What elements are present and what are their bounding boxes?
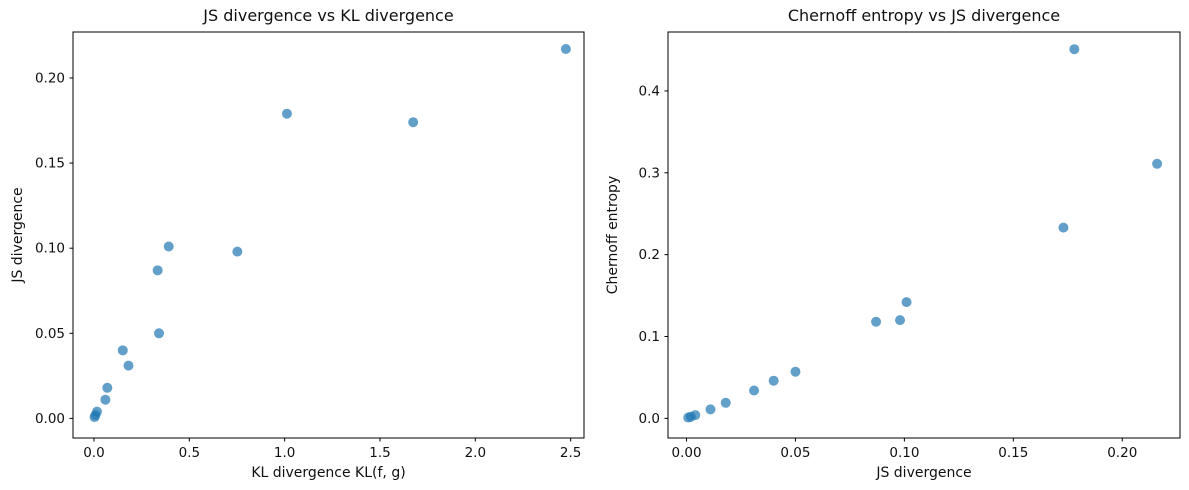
x-tick-label: 0.05 — [780, 445, 810, 461]
data-point — [123, 360, 134, 371]
x-tick-label: 2.0 — [465, 445, 486, 461]
right-xaxis-label: JS divergence — [875, 465, 971, 481]
x-tick-label: 0.10 — [889, 445, 919, 461]
data-point — [163, 241, 174, 252]
right-axes-frame — [667, 31, 1181, 439]
data-point — [408, 117, 419, 128]
left-axes-frame — [72, 31, 585, 439]
data-point — [100, 394, 111, 405]
y-tick-label: 0.3 — [639, 165, 660, 181]
right-scatter-points — [683, 44, 1163, 423]
y-tick-label: 0.20 — [35, 70, 65, 86]
x-tick-label: 0.00 — [671, 445, 701, 461]
data-point — [749, 385, 760, 396]
x-tick-label: 1.0 — [274, 445, 295, 461]
right-xaxis-ticks: 0.00 0.05 0.10 0.15 0.20 — [671, 438, 1137, 461]
right-yaxis-label: Chernoff entropy — [605, 176, 621, 294]
y-tick-label: 0.05 — [35, 326, 65, 342]
left-chart: JS divergence vs KL divergence KL diverg… — [10, 6, 585, 481]
data-point — [768, 375, 779, 386]
left-yaxis-label: JS divergence — [10, 187, 26, 283]
right-chart: Chernoff entropy vs JS divergence JS div… — [605, 6, 1181, 481]
y-tick-label: 0.10 — [35, 241, 65, 257]
x-tick-label: 0.0 — [83, 445, 104, 461]
data-point — [117, 345, 128, 356]
data-point — [705, 404, 716, 415]
x-tick-label: 2.5 — [560, 445, 581, 461]
data-point — [102, 382, 113, 393]
right-yaxis-ticks: 0.0 0.1 0.2 0.3 0.4 — [639, 83, 668, 427]
y-tick-label: 0.0 — [639, 411, 660, 427]
y-tick-label: 0.00 — [35, 411, 65, 427]
right-chart-title: Chernoff entropy vs JS divergence — [788, 6, 1060, 25]
left-yaxis-ticks: 0.00 0.05 0.10 0.15 0.20 — [35, 70, 73, 427]
data-point — [92, 406, 103, 417]
left-xaxis-label: KL divergence KL(f, g) — [251, 465, 405, 481]
left-scatter-points — [89, 44, 571, 423]
data-point — [901, 297, 912, 308]
y-tick-label: 0.15 — [35, 156, 65, 172]
data-point — [232, 246, 243, 257]
x-tick-label: 0.15 — [998, 445, 1028, 461]
x-tick-label: 1.5 — [369, 445, 390, 461]
y-tick-label: 0.4 — [639, 83, 660, 99]
data-point — [560, 44, 571, 55]
data-point — [871, 316, 882, 327]
x-tick-label: 0.5 — [179, 445, 200, 461]
x-tick-label: 0.20 — [1107, 445, 1137, 461]
data-point — [1069, 44, 1080, 55]
data-point — [690, 410, 701, 421]
left-xaxis-ticks: 0.0 0.5 1.0 1.5 2.0 2.5 — [83, 438, 581, 461]
y-tick-label: 0.2 — [639, 247, 660, 263]
data-point — [895, 315, 906, 326]
left-chart-title: JS divergence vs KL divergence — [202, 6, 453, 25]
data-point — [1152, 158, 1163, 169]
data-point — [281, 108, 292, 119]
data-point — [153, 328, 164, 339]
data-point — [152, 265, 163, 276]
data-point — [720, 397, 731, 408]
data-point — [1058, 222, 1069, 233]
data-point — [790, 366, 801, 377]
y-tick-label: 0.1 — [639, 329, 660, 345]
